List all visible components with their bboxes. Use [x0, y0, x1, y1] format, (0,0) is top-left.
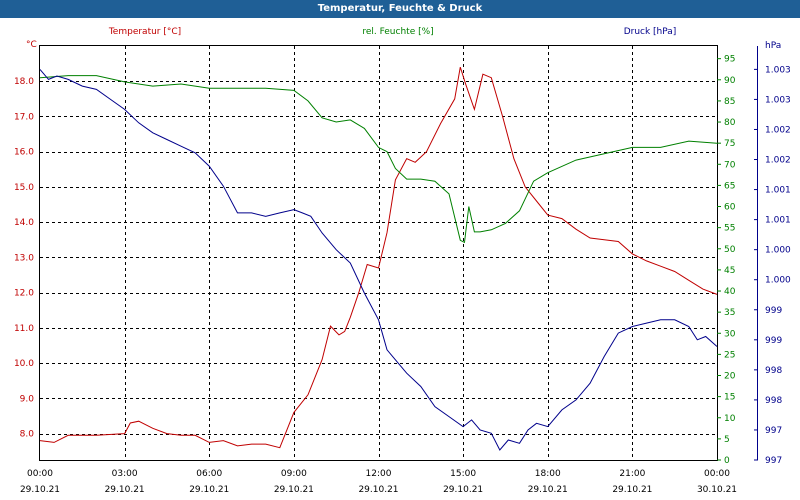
series-line-pressure [39, 69, 718, 451]
x-tick-time: 21:00 [619, 469, 645, 479]
pressure-tick-label: 1.003 [765, 95, 791, 105]
pressure-axis-title: Druck [hPa] [624, 27, 677, 37]
series-line-temperature [39, 66, 718, 449]
pressure-tick-label: 999 [765, 336, 782, 346]
temperature-tick-label: 8.0 [20, 430, 35, 440]
x-tick-date: 30.10.21 [697, 485, 737, 495]
temperature-tick-label: 13.0 [14, 253, 34, 263]
humidity-tick-label: 95 [724, 55, 735, 65]
humidity-tick-label: 20 [724, 372, 736, 382]
pressure-tick-label: 998 [765, 366, 782, 376]
x-tick-date: 29.10.21 [612, 485, 652, 495]
humidity-tick-label: 50 [724, 245, 736, 255]
temperature-tick-label: 14.0 [14, 218, 34, 228]
humidity-tick-label: 60 [724, 203, 736, 213]
axis-labels: Temperatur [°C] rel. Feuchte [%] Druck [hP… [108, 27, 676, 37]
humidity-tick-label: 30 [724, 329, 736, 339]
humidity-tick-label: 80 [724, 118, 736, 128]
pressure-tick-label: 1.003 [765, 65, 791, 75]
humidity-tick-label: 0 [724, 456, 730, 466]
humidity-axis-title: rel. Feuchte [%] [362, 27, 433, 37]
temperature-tick-label: 16.0 [14, 148, 34, 158]
x-tick-time: 00:00 [704, 469, 730, 479]
humidity-tick-label: 55 [724, 224, 735, 234]
x-tick-date: 29.10.21 [189, 485, 229, 495]
plot-area [39, 45, 718, 461]
x-tick-time: 18:00 [535, 469, 561, 479]
humidity-tick-label: 25 [724, 350, 735, 360]
x-tick-time: 03:00 [112, 469, 138, 479]
humidity-axis: 0 5 10 15 20 25 30 35 40 45 50 55 60 65 70 75 80 85 90 95 [717, 55, 736, 466]
series-line-humidity [39, 75, 718, 244]
x-tick-date: 29.10.21 [528, 485, 568, 495]
pressure-tick-label: 997 [765, 426, 782, 436]
pressure-tick-label: 997 [765, 456, 782, 466]
pressure-tick-label: 1.001 [765, 186, 791, 196]
x-tick-date: 29.10.21 [358, 485, 398, 495]
humidity-tick-label: 85 [724, 97, 735, 107]
x-tick-time: 06:00 [196, 469, 222, 479]
x-tick-date: 29.10.21 [20, 485, 60, 495]
temperature-tick-label: 17.0 [14, 112, 34, 122]
x-axis: 00:00 29.10.21 03:00 29.10.21 06:00 29.10.21 0… [20, 469, 737, 495]
pressure-tick-label: 1.002 [765, 156, 791, 166]
pressure-tick-label: 1.002 [765, 125, 791, 135]
x-tick-date: 29.10.21 [274, 485, 314, 495]
x-tick-date: 29.10.21 [443, 485, 483, 495]
humidity-tick-label: 65 [724, 181, 735, 191]
humidity-tick-label: 40 [724, 287, 736, 297]
x-tick-date: 29.10.21 [105, 485, 145, 495]
x-tick-time: 15:00 [450, 469, 476, 479]
humidity-tick-label: 35 [724, 308, 735, 318]
humidity-tick-label: 15 [724, 393, 735, 403]
x-tick-time: 09:00 [281, 469, 307, 479]
humidity-tick-label: 90 [724, 76, 736, 86]
series-layer [39, 66, 718, 451]
temperature-tick-label: 18.0 [14, 77, 34, 87]
pressure-unit-label: hPa [765, 41, 781, 51]
temperature-tick-label: 11.0 [14, 324, 34, 334]
temperature-tick-label: 12.0 [14, 289, 34, 299]
x-tick-time: 00:00 [27, 469, 53, 479]
grid [40, 46, 717, 460]
humidity-tick-label: 75 [724, 139, 735, 149]
pressure-tick-label: 1.001 [765, 216, 791, 226]
pressure-tick-label: 1.000 [765, 246, 791, 256]
temperature-axis-title: Temperatur [°C] [108, 27, 181, 37]
temperature-tick-label: 9.0 [20, 394, 35, 404]
pressure-axis: 997 997 998 998 999 999 1.000 1.000 1.001 1.001 1.… [754, 41, 791, 466]
temperature-tick-label: 15.0 [14, 183, 34, 193]
x-tick-time: 12:00 [366, 469, 392, 479]
humidity-tick-label: 10 [724, 414, 736, 424]
pressure-tick-label: 998 [765, 396, 782, 406]
temperature-tick-label: 10.0 [14, 359, 34, 369]
humidity-tick-label: 45 [724, 266, 735, 276]
chart-title: Temperatur, Feuchte & Druck [0, 0, 800, 18]
pressure-tick-label: 1.000 [765, 276, 791, 286]
temperature-axis: 8.0 9.0 10.0 11.0 12.0 13.0 14.0 15.0 16.0 17.0 18… [14, 40, 37, 440]
temperature-unit-label: °C [26, 40, 37, 50]
humidity-tick-label: 70 [724, 160, 736, 170]
humidity-tick-label: 5 [724, 435, 730, 445]
pressure-tick-label: 999 [765, 306, 782, 316]
